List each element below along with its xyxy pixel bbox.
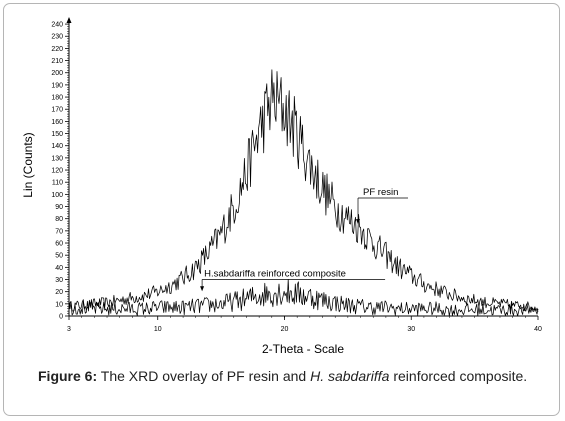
x-tick-label: 40 [534, 326, 542, 333]
y-tick-label: 170 [51, 107, 63, 114]
figure-caption: Figure 6: The XRD overlay of PF resin an… [38, 368, 538, 385]
figure-frame [3, 3, 560, 416]
y-tick-label: 210 [51, 58, 63, 65]
composite-label: H.sabdariffa reinforced composite [204, 269, 346, 280]
y-axis-label: Lin (Counts) [21, 132, 35, 197]
y-tick-label: 180 [51, 95, 63, 102]
y-axis-arrow [66, 17, 72, 23]
y-tick-label: 60 [55, 241, 63, 248]
x-tick-label: 30 [407, 326, 415, 333]
annotation-layer: PF resin H.sabdariffa reinforced composit… [200, 187, 409, 292]
y-tick-label: 240 [51, 22, 63, 29]
composite-callout-arrow [200, 286, 205, 292]
x-ticks: 3 10 20 30 40 [67, 316, 542, 333]
y-tick-label: 90 [55, 204, 63, 211]
y-tick-label: 70 [55, 228, 63, 235]
pf-resin-label: PF resin [363, 187, 398, 198]
caption-text-2: reinforced composite. [389, 368, 528, 384]
x-tick-label: 3 [67, 326, 71, 333]
y-tick-label: 190 [51, 82, 63, 89]
y-ticks: 0 10 20 30 40 50 60 70 80 90 100 110 120 130 140 150 160… [51, 22, 69, 321]
x-axis-label: 2-Theta - Scale [262, 342, 344, 356]
y-tick-label: 200 [51, 70, 63, 77]
y-tick-label: 220 [51, 46, 63, 53]
y-tick-label: 130 [51, 155, 63, 162]
caption-text-1: The XRD overlay of PF resin and [97, 368, 311, 384]
series-line-pf-resin [68, 69, 539, 312]
y-tick-label: 30 [55, 277, 63, 284]
y-tick-label: 80 [55, 216, 63, 223]
y-tick-label: 10 [55, 301, 63, 308]
y-tick-label: 150 [51, 131, 63, 138]
x-tick-label: 20 [281, 326, 289, 333]
pf-resin-callout-arrow [356, 219, 361, 225]
y-tick-label: 140 [51, 143, 63, 150]
y-tick-label: 100 [51, 192, 63, 199]
y-tick-label: 230 [51, 34, 63, 41]
x-tick-label: 10 [154, 326, 162, 333]
caption-species: H. sabdariffa [310, 368, 390, 384]
y-tick-label: 110 [52, 180, 63, 187]
y-tick-label: 160 [51, 119, 63, 126]
y-tick-label: 20 [55, 289, 63, 296]
caption-label: Figure 6: [38, 368, 98, 384]
y-tick-label: 40 [55, 265, 63, 272]
y-tick-label: 120 [51, 168, 63, 175]
y-tick-label: 0 [59, 314, 63, 321]
series-line-composite [68, 279, 539, 317]
y-tick-label: 50 [55, 253, 63, 260]
series-layer [68, 69, 539, 317]
